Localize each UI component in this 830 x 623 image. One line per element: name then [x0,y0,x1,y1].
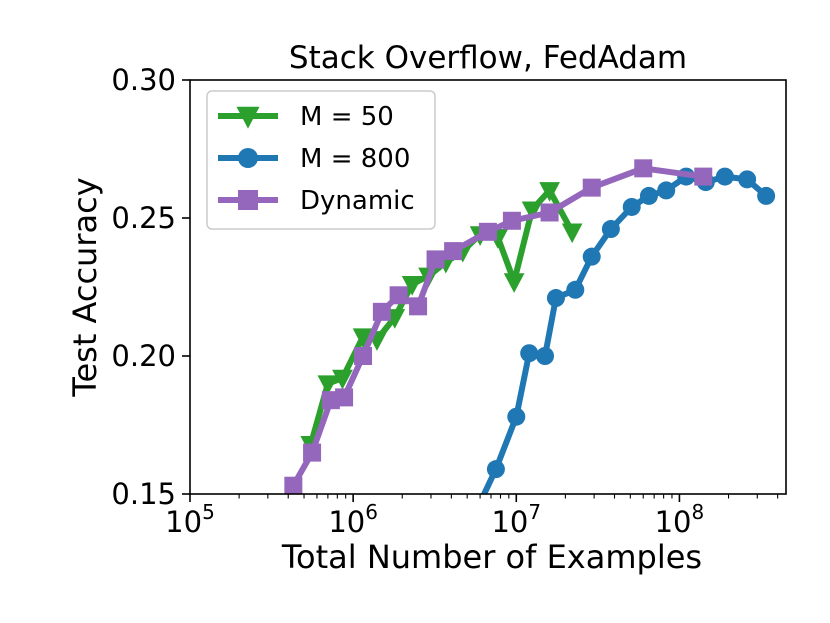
series-2 [284,159,713,494]
data-point [317,375,339,395]
data-point [536,347,555,365]
y-tick-label: 0.20 [111,339,176,373]
data-point [540,203,559,222]
data-point [507,407,526,426]
data-point [486,460,505,479]
data-point [657,181,676,200]
data-point [539,182,560,202]
data-point [372,302,391,321]
data-point [478,222,497,241]
data-point [520,344,539,363]
legend-label: Dynamic [300,186,415,216]
legend-label: M = 800 [300,144,410,174]
data-point [715,167,734,186]
data-point [354,347,373,365]
legend-marker [238,148,258,168]
data-point [303,443,322,462]
data-point [502,211,521,230]
data-point [335,388,354,407]
x-tick-label: 108 [655,500,705,539]
x-tick-label: 105 [165,500,215,539]
data-point [694,167,713,186]
plot-frame [189,79,787,495]
y-tick-label: 0.15 [111,477,176,511]
data-point [444,242,463,261]
y-axis-label: Test Accuracy [66,177,104,397]
data-point [601,220,620,239]
legend-item-1: M = 800 [218,144,410,174]
data-point [332,369,353,390]
data-point [409,297,428,316]
x-tick-label: 106 [328,500,378,539]
ticks-layer: 0.15 0.20 0.25 0.30 105 106 107 108 [111,63,779,539]
data-point [546,289,565,308]
data-point [401,275,423,296]
chart-title: Stack Overflow, FedAdam [289,40,687,76]
legend-marker [238,190,258,210]
legend-box [206,90,436,230]
data-point [582,247,601,266]
data-point [738,170,757,189]
data-point [639,186,658,205]
data-point [521,201,543,222]
data-point [622,197,641,216]
series-layer [284,159,776,494]
data-point [561,223,583,244]
legend-marker [236,106,260,129]
legend-label: M = 50 [300,102,394,132]
data-point [284,476,303,494]
legend: M = 50 M = 800 Dynamic [206,90,436,230]
data-point [389,286,408,305]
data-point [426,250,445,269]
y-tick-label: 0.25 [111,201,176,235]
data-point [757,186,776,205]
x-tick-label: 107 [491,500,541,539]
legend-item-0: M = 50 [218,102,394,132]
y-tick-label: 0.30 [111,63,176,97]
data-point [503,273,525,293]
legend-item-2: Dynamic [218,186,415,216]
data-point [566,280,585,299]
data-point [634,159,653,178]
x-axis-label: Total Number of Examples [281,538,702,576]
data-point [582,178,601,197]
